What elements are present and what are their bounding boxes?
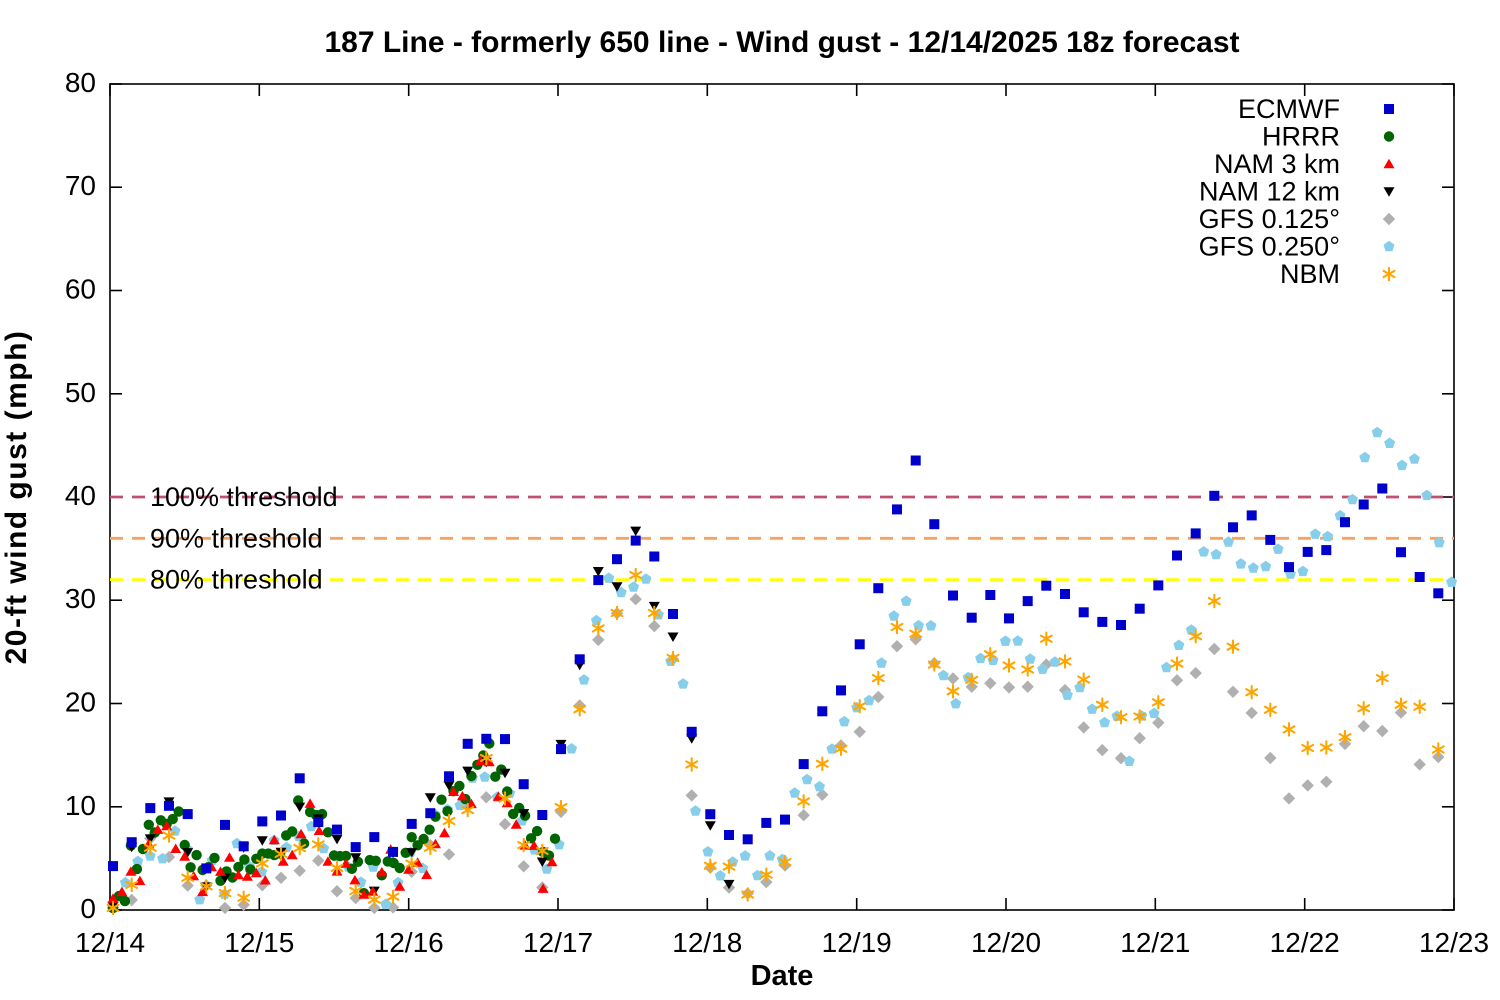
svg-text:30: 30 (65, 583, 96, 614)
svg-text:80% threshold: 80% threshold (150, 565, 323, 595)
svg-text:12/23: 12/23 (1419, 927, 1489, 958)
svg-text:80: 80 (65, 67, 96, 98)
svg-text:100% threshold: 100% threshold (150, 482, 338, 512)
svg-text:70: 70 (65, 170, 96, 201)
svg-text:ECMWF: ECMWF (1238, 94, 1340, 124)
svg-text:12/14: 12/14 (75, 927, 145, 958)
svg-text:20: 20 (65, 687, 96, 718)
svg-text:12/16: 12/16 (374, 927, 444, 958)
svg-text:12/17: 12/17 (523, 927, 593, 958)
svg-text:12/20: 12/20 (971, 927, 1041, 958)
svg-text:12/15: 12/15 (224, 927, 294, 958)
svg-text:GFS 0.125°: GFS 0.125° (1199, 204, 1340, 234)
svg-text:10: 10 (65, 790, 96, 821)
svg-text:NAM 3 km: NAM 3 km (1214, 149, 1340, 179)
svg-text:GFS 0.250°: GFS 0.250° (1199, 232, 1340, 262)
svg-text:HRRR: HRRR (1262, 122, 1340, 152)
svg-text:NBM: NBM (1280, 259, 1340, 289)
svg-text:60: 60 (65, 274, 96, 305)
svg-text:12/19: 12/19 (822, 927, 892, 958)
svg-text:40: 40 (65, 480, 96, 511)
svg-text:NAM 12 km: NAM 12 km (1199, 177, 1340, 207)
svg-text:90% threshold: 90% threshold (150, 523, 323, 553)
svg-text:12/18: 12/18 (672, 927, 742, 958)
svg-text:0: 0 (80, 893, 96, 924)
svg-text:50: 50 (65, 377, 96, 408)
svg-text:12/21: 12/21 (1120, 927, 1190, 958)
svg-text:12/22: 12/22 (1270, 927, 1340, 958)
